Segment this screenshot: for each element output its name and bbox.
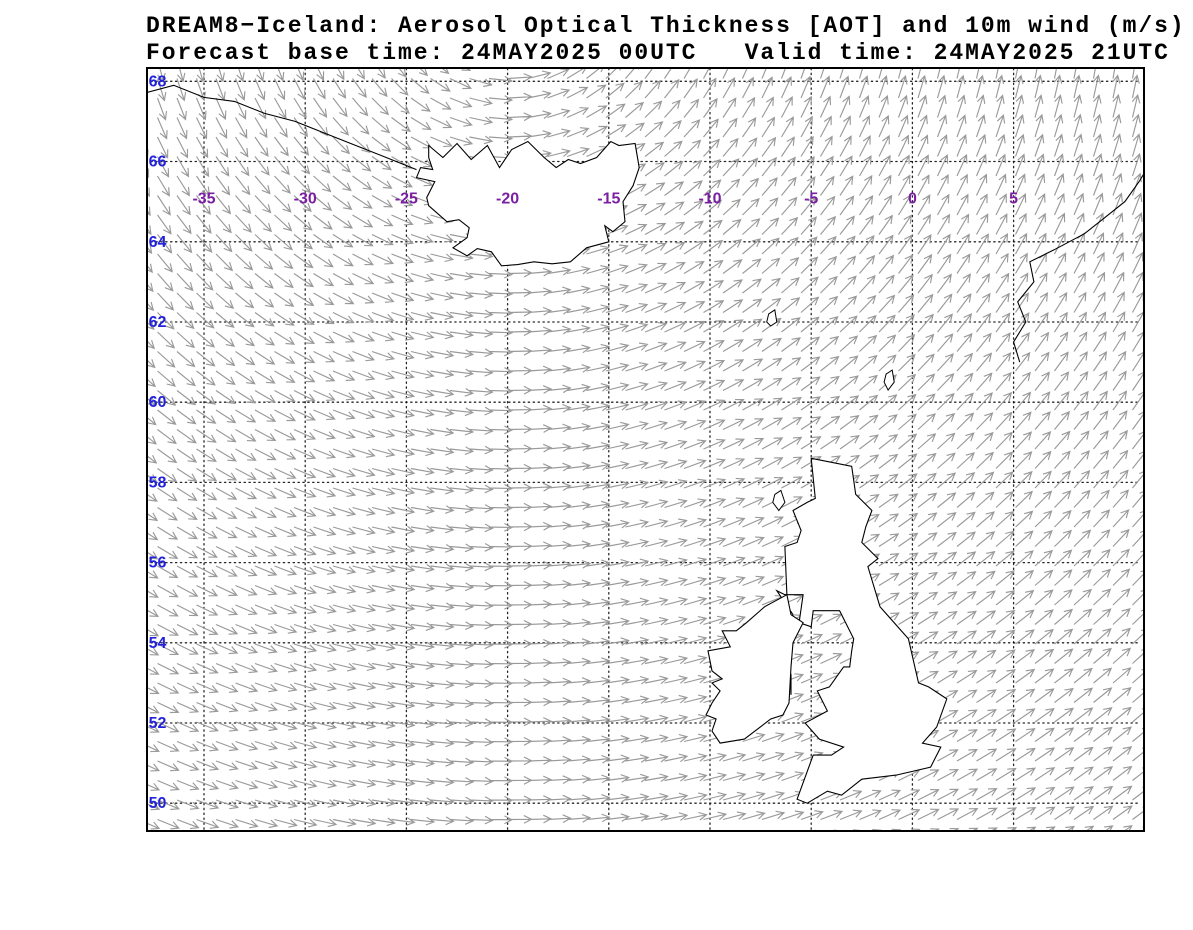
svg-text:0: 0 [908,191,917,208]
svg-text:50: 50 [149,795,167,812]
svg-text:52: 52 [149,715,167,732]
svg-text:62: 62 [149,314,167,331]
svg-text:60: 60 [149,394,167,411]
svg-text:68: 68 [149,73,167,90]
svg-text:58: 58 [149,474,167,491]
svg-text:-10: -10 [698,191,721,208]
svg-text:-30: -30 [294,191,317,208]
svg-text:-15: -15 [597,191,620,208]
svg-text:-20: -20 [496,191,519,208]
svg-text:66: 66 [149,154,167,171]
svg-text:56: 56 [149,555,167,572]
svg-text:64: 64 [149,234,167,251]
svg-text:-25: -25 [395,191,418,208]
svg-text:5: 5 [1009,191,1018,208]
svg-text:-5: -5 [804,191,818,208]
svg-text:54: 54 [149,635,167,652]
svg-text:-35: -35 [192,191,215,208]
